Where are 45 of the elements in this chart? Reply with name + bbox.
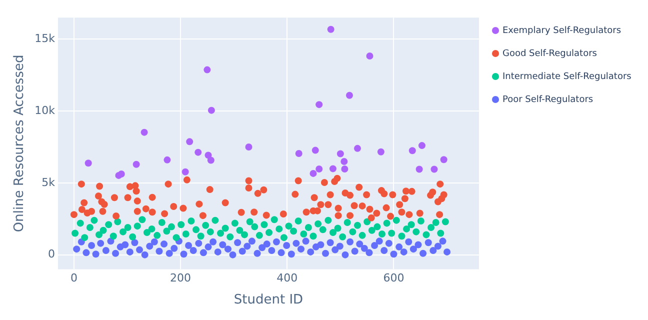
y-tick-label: 0 bbox=[48, 248, 55, 261]
point bbox=[430, 166, 438, 173]
legend-label: Exemplary Self-Regulators bbox=[502, 26, 622, 36]
y-axis-title: Online Resources Accessed bbox=[12, 54, 28, 232]
point bbox=[346, 92, 353, 99]
point bbox=[204, 66, 211, 74]
point bbox=[316, 101, 323, 108]
point bbox=[310, 170, 317, 177]
x-axis-title: Student ID bbox=[234, 292, 304, 308]
point bbox=[207, 156, 214, 164]
point bbox=[295, 150, 302, 157]
point bbox=[408, 147, 416, 154]
point bbox=[118, 170, 125, 178]
point bbox=[194, 148, 202, 156]
point bbox=[208, 106, 215, 114]
point bbox=[416, 166, 423, 173]
y-tick-label: 10k bbox=[34, 104, 56, 117]
point bbox=[164, 156, 171, 164]
point bbox=[140, 128, 148, 136]
point bbox=[245, 143, 252, 150]
x-tick-label: 600 bbox=[383, 272, 404, 285]
legend-label: Poor Self-Regulators bbox=[502, 94, 594, 105]
point bbox=[440, 156, 448, 164]
point bbox=[316, 165, 323, 172]
point bbox=[377, 148, 384, 156]
point bbox=[312, 146, 319, 154]
point bbox=[336, 150, 344, 158]
point bbox=[182, 168, 189, 176]
point bbox=[418, 142, 426, 150]
y-tick-label: 5k bbox=[42, 176, 56, 189]
point bbox=[186, 138, 194, 146]
x-tick-label: 200 bbox=[170, 272, 192, 285]
x-tick-label: 400 bbox=[276, 272, 298, 285]
point bbox=[132, 160, 140, 168]
point bbox=[84, 160, 92, 167]
point bbox=[354, 144, 361, 152]
x-tick-label: 0 bbox=[70, 272, 78, 285]
point bbox=[340, 158, 348, 166]
y-tick-label: 15k bbox=[34, 32, 56, 46]
point bbox=[366, 52, 374, 60]
point bbox=[329, 165, 336, 172]
point bbox=[327, 26, 334, 33]
legend-label: Good Self-Regulators bbox=[502, 48, 598, 59]
point bbox=[341, 165, 348, 172]
legend-label: Intermediate Self-Regulators bbox=[502, 72, 632, 82]
